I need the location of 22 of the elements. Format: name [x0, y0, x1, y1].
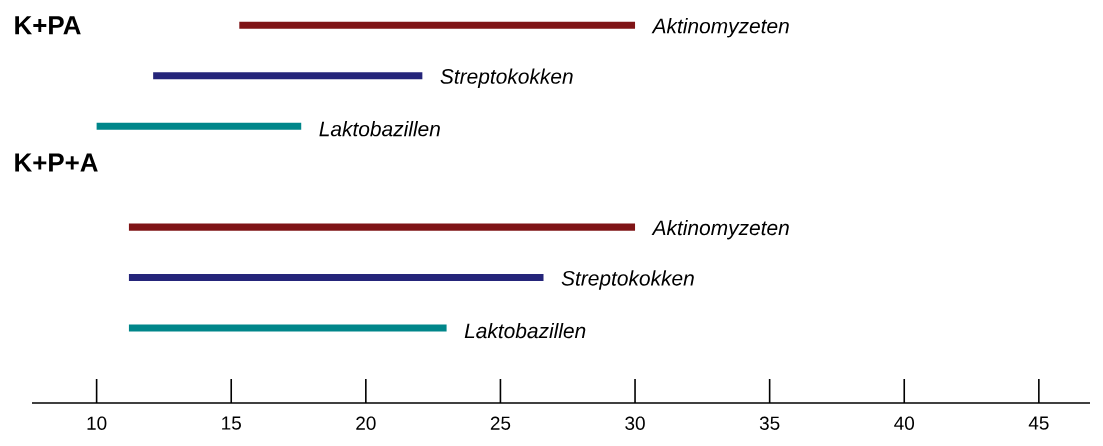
annotation: K+PA: [15, 16, 81, 35]
bar: [128, 274, 544, 282]
y-tick-label: Streptokokken: [440, 68, 573, 88]
x-tick-label: 45: [1028, 416, 1049, 430]
bar: [153, 72, 423, 80]
bar: [128, 324, 447, 332]
y-tick-label: Aktinomyzeten: [651, 219, 789, 240]
x-tick-label: 40: [894, 416, 915, 430]
y-tick-label: Aktinomyzeten: [651, 18, 789, 38]
x-tick-label: 35: [759, 416, 780, 430]
y-tick-label: Streptokokken: [561, 270, 694, 290]
x-tick-label: 20: [356, 416, 376, 430]
y-tick-label: Laktobazillen: [464, 322, 586, 339]
x-tick-label: 10: [87, 416, 107, 430]
y-tick-label: Laktobazillen: [319, 121, 440, 137]
x-tick-label: 30: [625, 416, 645, 430]
x-tick-label: 25: [490, 416, 511, 430]
x-tick-label: 15: [222, 416, 241, 430]
annotation: K+P+A: [15, 153, 98, 172]
bar: [128, 223, 636, 231]
bar: [239, 21, 636, 29]
bar: [96, 122, 302, 130]
